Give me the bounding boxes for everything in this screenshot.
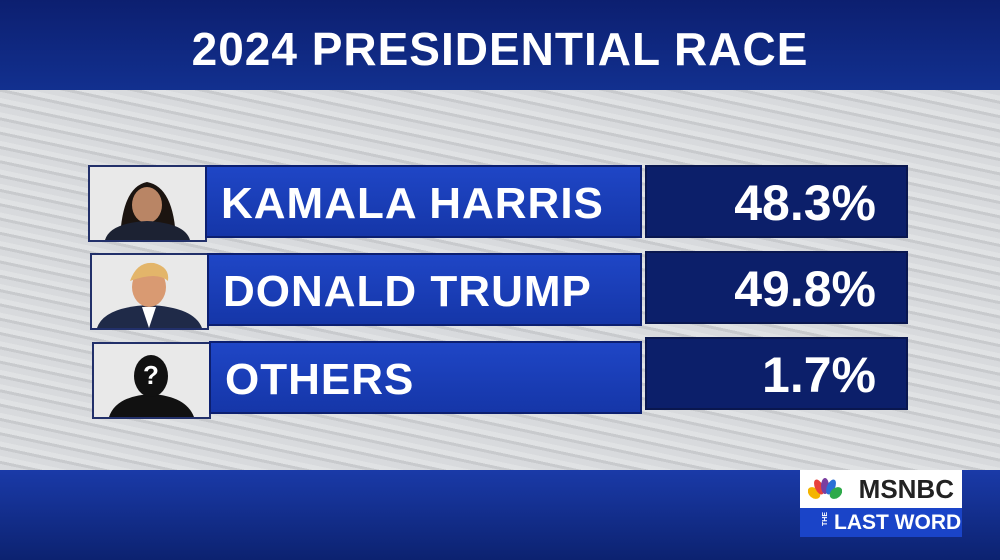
portrait: ?: [109, 355, 194, 417]
vote-share: 48.3%: [645, 165, 908, 238]
show-name: THE LAST WORD: [800, 508, 962, 537]
header-band: 2024 PRESIDENTIAL RACE: [0, 0, 1000, 90]
network-logo: MSNBC THE LAST WORD: [800, 470, 962, 537]
show-prefix: THE: [822, 512, 829, 526]
candidate-name: KAMALA HARRIS: [205, 165, 642, 238]
candidate-name: OTHERS: [209, 341, 642, 414]
candidate-photo: ?: [92, 342, 211, 419]
candidate-name: DONALD TRUMP: [207, 253, 642, 326]
network-name: MSNBC: [800, 470, 962, 508]
vote-share: 1.7%: [645, 337, 908, 410]
portrait: [105, 182, 190, 240]
network-text: MSNBC: [858, 474, 954, 504]
peacock-icon: [808, 478, 842, 499]
vote-share: 49.8%: [645, 251, 908, 324]
candidate-photo: [90, 253, 209, 330]
title: 2024 PRESIDENTIAL RACE: [191, 23, 809, 75]
placeholder-mark: ?: [143, 360, 159, 390]
portrait: [97, 262, 202, 328]
candidate-photo: [88, 165, 207, 242]
show-text: LAST WORD: [834, 511, 962, 534]
